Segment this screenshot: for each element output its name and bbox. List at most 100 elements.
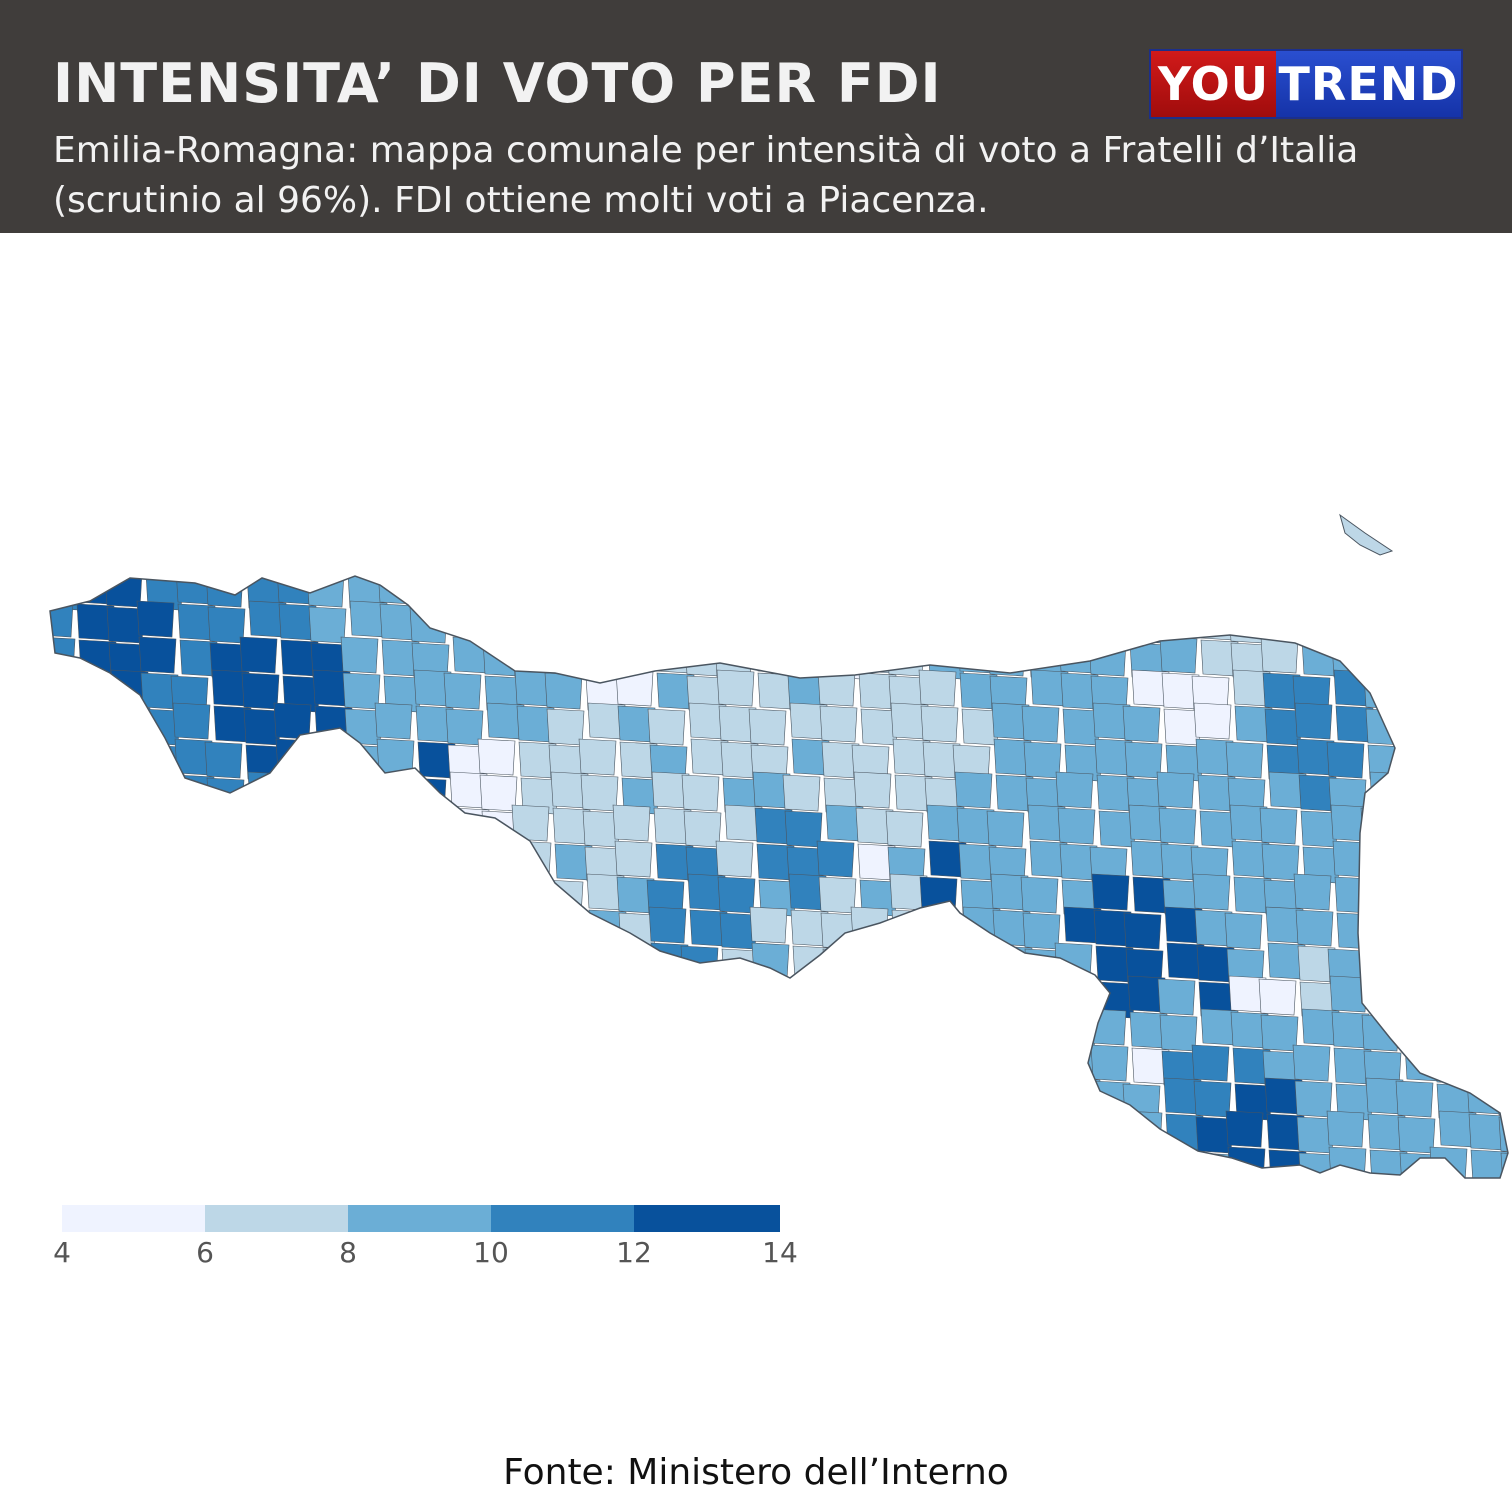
municipality-cell (553, 1014, 592, 1052)
municipality-cell (717, 876, 756, 914)
municipality-cell (1125, 576, 1164, 608)
municipality-cell (1428, 948, 1467, 986)
municipality-cell (348, 1149, 387, 1178)
municipality-cell (315, 337, 352, 373)
municipality-cell (648, 906, 687, 944)
municipality-cell (1334, 876, 1373, 914)
municipality-cell (1433, 840, 1472, 878)
municipality-cell (1331, 436, 1368, 472)
municipality-cell (1164, 331, 1201, 367)
municipality-cell (580, 774, 619, 812)
municipality-cell (1025, 1146, 1064, 1178)
municipality-cell (1497, 909, 1508, 947)
municipality-cell (1470, 1149, 1508, 1178)
municipality-cell (789, 505, 826, 541)
municipality-cell (1020, 876, 1059, 914)
municipality-cell (1333, 472, 1370, 508)
municipality-cell (923, 948, 962, 986)
municipality-cell (245, 1113, 284, 1151)
municipality-cell (1363, 466, 1400, 502)
municipality-cell (445, 1077, 484, 1115)
municipality-cell (925, 606, 964, 644)
legend-bin (634, 1205, 780, 1232)
municipality-cell (622, 606, 661, 644)
municipality-cell (112, 705, 151, 743)
municipality-cell (649, 1113, 688, 1151)
municipality-cell (103, 1110, 142, 1148)
municipality-cell (955, 600, 994, 638)
municipality-cell (785, 1008, 824, 1046)
municipality-cell (792, 370, 829, 406)
municipality-cell (476, 909, 515, 947)
municipality-cell (1501, 981, 1508, 1019)
municipality-cell (35, 403, 72, 439)
municipality-cell (73, 738, 112, 776)
municipality-cell (1092, 505, 1129, 541)
municipality-cell (1294, 702, 1333, 740)
municipality-cell (1368, 942, 1407, 980)
municipality-cell (43, 538, 80, 574)
municipality-cell (275, 1116, 314, 1154)
municipality-cell (1054, 942, 1093, 980)
municipality-cell (652, 600, 691, 638)
municipality-cell (546, 708, 585, 746)
municipality-cell (823, 1146, 862, 1178)
municipality-cell (1437, 912, 1476, 950)
municipality-cell (1024, 364, 1061, 400)
municipality-cell (1261, 843, 1300, 881)
municipality-cell (891, 576, 930, 578)
municipality-cell (1028, 436, 1065, 472)
municipality-cell (1464, 672, 1503, 710)
municipality-cell (516, 499, 553, 535)
municipality-cell (375, 334, 412, 370)
municipality-cell (1133, 499, 1170, 535)
municipality-cell (414, 876, 453, 914)
municipality-cell (1026, 606, 1065, 644)
municipality-cell (1398, 945, 1437, 983)
municipality-cell (783, 397, 820, 433)
municipality-cell (517, 337, 554, 373)
municipality-cell (1258, 600, 1297, 638)
municipality-cell (1055, 1149, 1094, 1178)
municipality-cell (39, 466, 76, 502)
municipality-cell (1060, 466, 1097, 502)
municipality-cell (959, 1050, 998, 1088)
municipality-cell (346, 1113, 385, 1151)
municipality-cell (1496, 702, 1508, 740)
municipality-cell (1365, 708, 1404, 746)
municipality-cell (1467, 331, 1504, 367)
youtrend-logo: YOU TREND (1149, 49, 1463, 119)
municipality-cell (445, 502, 482, 538)
municipality-cell (413, 1047, 452, 1085)
municipality-cell (448, 367, 485, 403)
municipality-cell (374, 1080, 413, 1118)
municipality-cell (73, 1116, 112, 1154)
municipality-cell (50, 843, 77, 881)
municipality-cell (1400, 603, 1439, 641)
municipality-cell (1099, 1180, 1136, 1193)
municipality-cell (1401, 810, 1440, 848)
municipality-cell (480, 397, 517, 433)
municipality-cell (1056, 978, 1095, 1016)
municipality-cell (1505, 675, 1508, 713)
municipality-cell (478, 370, 515, 406)
municipality-cell (204, 1110, 243, 1148)
municipality-cell (510, 606, 549, 644)
municipality-cell (1259, 807, 1298, 845)
municipality-cell (987, 639, 1026, 677)
municipality-cell (819, 499, 856, 535)
municipality-cell (885, 810, 924, 848)
municipality-cell (180, 846, 219, 884)
municipality-cell (1470, 771, 1508, 809)
municipality-cell (1336, 912, 1375, 950)
municipality-cell (920, 705, 959, 743)
municipality-cell (478, 576, 517, 605)
municipality-cell (1126, 1146, 1165, 1178)
municipality-cell (1124, 535, 1161, 571)
municipality-cell (826, 1011, 865, 1049)
legend-swatch-5 (634, 1205, 780, 1232)
municipality-cell (1327, 576, 1366, 608)
municipality-cell (1498, 1116, 1508, 1154)
municipality-cell (179, 1008, 218, 1046)
municipality-cell (174, 1116, 213, 1154)
